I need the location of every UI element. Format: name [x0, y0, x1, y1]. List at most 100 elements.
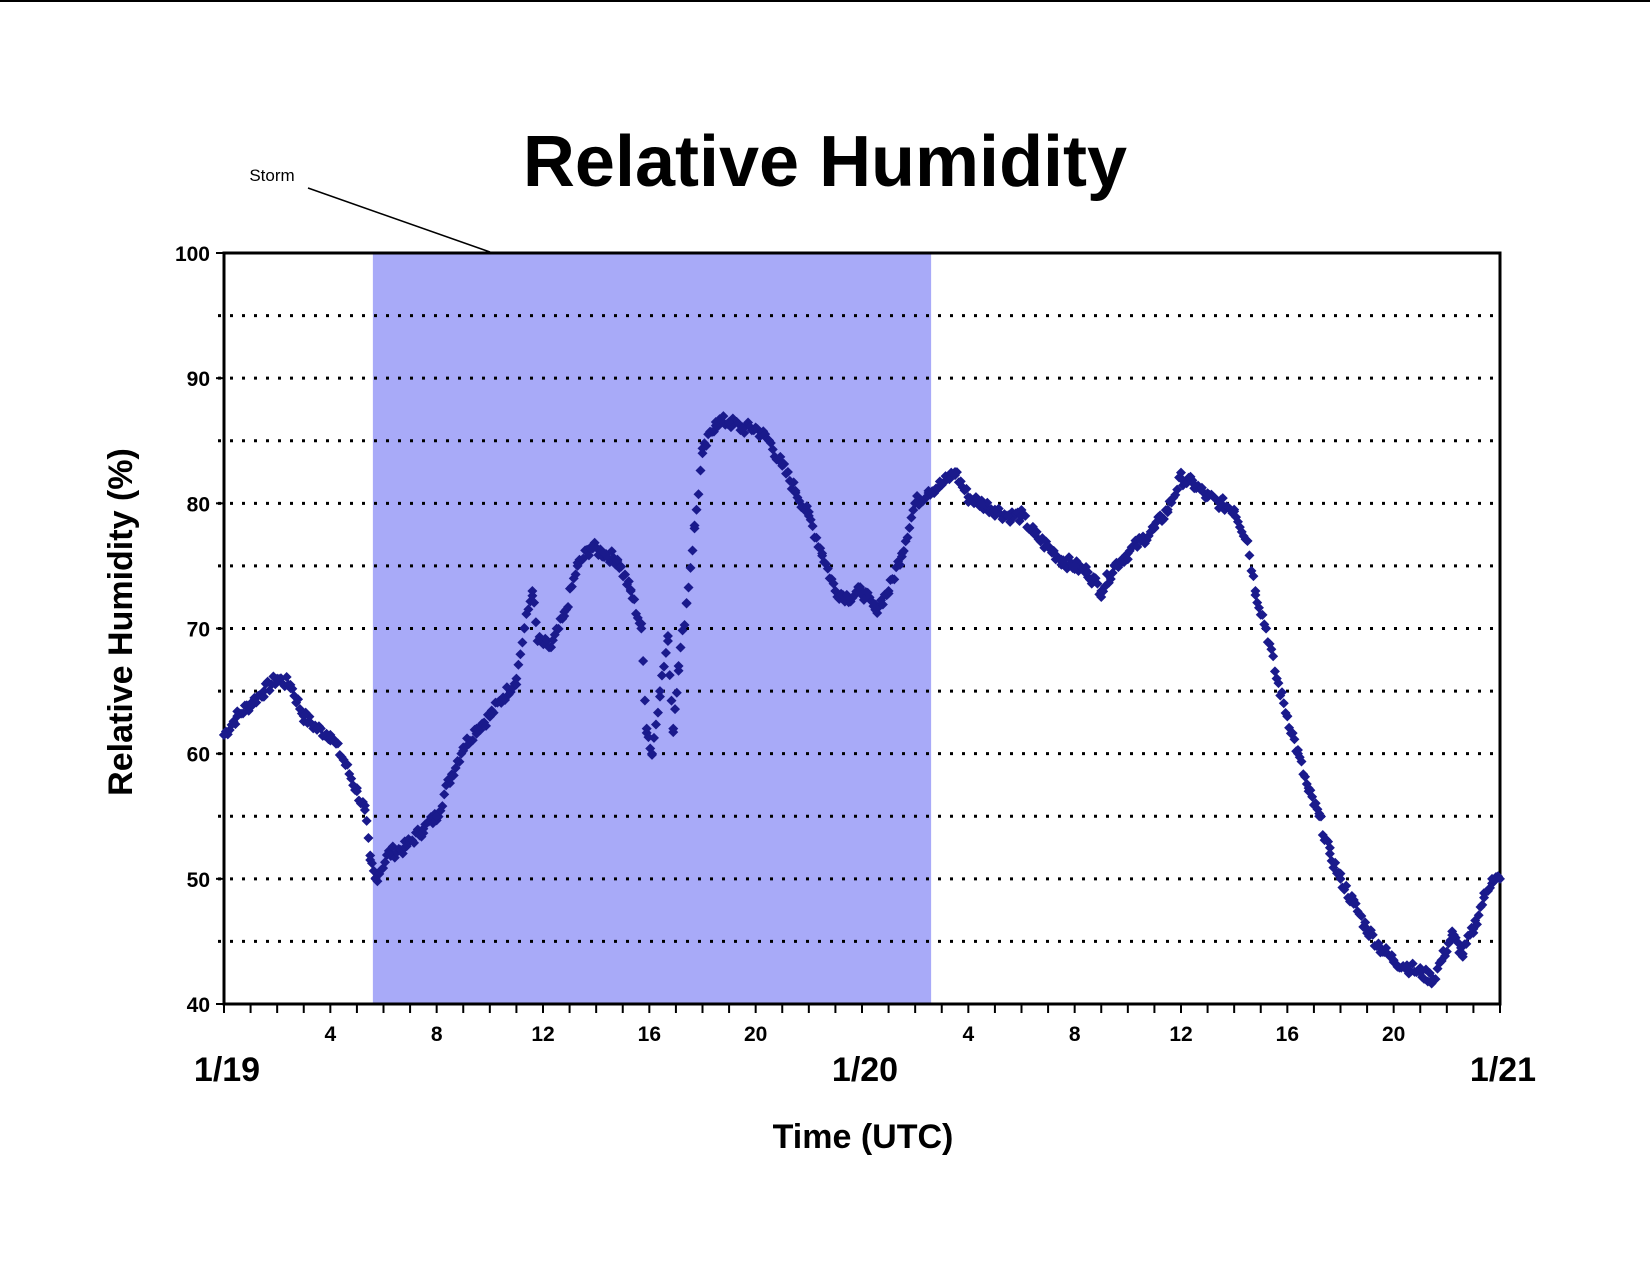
- data-point-interp: [409, 837, 420, 848]
- data-point-interp: [906, 512, 917, 523]
- data-point: [950, 467, 961, 478]
- data-point-interp: [515, 649, 526, 660]
- data-point: [1056, 554, 1067, 565]
- data-point: [511, 673, 522, 684]
- data-point-interp: [1092, 578, 1103, 589]
- data-point: [1415, 967, 1426, 978]
- storm-annotation-label: Storm: [249, 166, 294, 185]
- data-point-interp: [1461, 938, 1472, 949]
- data-point-interp: [1300, 771, 1311, 782]
- data-point: [1096, 585, 1107, 596]
- data-point-interp: [230, 719, 241, 730]
- data-point-interp: [523, 604, 534, 615]
- data-point-interp: [982, 497, 993, 508]
- data-point-interp: [639, 695, 650, 706]
- data-point: [1069, 560, 1080, 571]
- data-point-interp: [1289, 734, 1300, 745]
- data-point: [365, 855, 376, 866]
- data-point: [1495, 873, 1505, 884]
- data-point: [662, 636, 673, 647]
- data-point-interp: [439, 789, 450, 800]
- data-point: [285, 679, 296, 690]
- data-point-interp: [828, 578, 839, 589]
- data-point: [1335, 873, 1346, 884]
- data-point-interp: [654, 691, 665, 702]
- data-point: [777, 460, 788, 471]
- data-point-interp: [685, 562, 696, 573]
- data-point-interp: [1367, 929, 1378, 940]
- data-point: [545, 642, 556, 653]
- data-point: [1202, 492, 1213, 503]
- data-point-interp: [662, 631, 673, 642]
- data-point: [654, 686, 665, 697]
- data-point: [1468, 923, 1479, 934]
- data-point: [1375, 942, 1386, 953]
- data-point-interp: [1473, 910, 1484, 921]
- x-tick-label-16-day2: 16: [1276, 1023, 1299, 1046]
- x-date-label-1-20: 1/20: [832, 1051, 898, 1089]
- data-point: [689, 523, 700, 534]
- data-point: [312, 723, 323, 734]
- data-point: [923, 485, 934, 496]
- data-point: [976, 498, 987, 509]
- data-point: [830, 585, 841, 596]
- data-point-interp: [1268, 651, 1279, 662]
- data-point-interp: [683, 582, 694, 593]
- x-tick-label-4: 4: [324, 1023, 336, 1046]
- data-point: [1122, 548, 1133, 559]
- data-point: [1487, 873, 1498, 884]
- data-point-interp: [1477, 899, 1488, 910]
- data-point: [1348, 898, 1359, 909]
- y-axis-label: Relative Humidity (%): [102, 448, 140, 796]
- data-point: [790, 485, 801, 496]
- data-point-interp: [517, 637, 528, 648]
- data-point-interp: [454, 756, 465, 767]
- data-point-interp: [623, 576, 634, 587]
- data-point: [484, 711, 495, 722]
- data-point-interp: [629, 594, 640, 605]
- data-point-interp: [687, 545, 698, 556]
- data-point: [1229, 504, 1240, 515]
- data-point-interp: [566, 581, 577, 592]
- data-point: [963, 492, 974, 503]
- data-points: [219, 411, 1505, 989]
- data-point: [1189, 479, 1200, 490]
- x-tick-label-12-day2: 12: [1169, 1023, 1192, 1046]
- y-tick-label-60: 60: [187, 744, 210, 767]
- data-point: [857, 585, 867, 596]
- data-point-interp: [638, 656, 649, 667]
- data-point: [883, 585, 894, 596]
- data-point: [1029, 529, 1040, 540]
- data-point: [519, 623, 530, 634]
- x-axis-ticks: [223, 1004, 1501, 1013]
- data-point: [896, 548, 907, 559]
- data-point-interp: [656, 670, 667, 681]
- data-point: [359, 804, 370, 815]
- data-point-interp: [437, 801, 448, 812]
- data-point-interp: [380, 857, 391, 868]
- data-point-interp: [889, 574, 900, 585]
- data-point-interp: [1244, 550, 1255, 561]
- data-point-interp: [563, 601, 574, 612]
- data-point-interp: [1296, 756, 1307, 767]
- data-point: [1043, 542, 1054, 553]
- x-tick-label-20: 20: [744, 1023, 767, 1046]
- data-point: [1282, 711, 1293, 722]
- x-tick-label-12: 12: [531, 1023, 554, 1046]
- data-point: [803, 510, 814, 521]
- data-point: [444, 773, 455, 784]
- data-point: [989, 504, 1000, 515]
- y-tick-label-40: 40: [187, 994, 210, 1017]
- data-point: [641, 723, 652, 734]
- data-point: [370, 873, 381, 884]
- data-point-interp: [877, 599, 888, 610]
- data-point-interp: [782, 466, 793, 477]
- chart-title: Relative Humidity: [523, 122, 1127, 202]
- x-date-label-1-19: 1/19: [194, 1051, 260, 1089]
- data-point-interp: [675, 642, 686, 653]
- y-tick-label-70: 70: [187, 619, 210, 642]
- data-point-interp: [481, 720, 492, 731]
- data-point: [636, 623, 647, 634]
- data-point-interp: [1356, 910, 1367, 921]
- data-point-interp: [767, 444, 778, 455]
